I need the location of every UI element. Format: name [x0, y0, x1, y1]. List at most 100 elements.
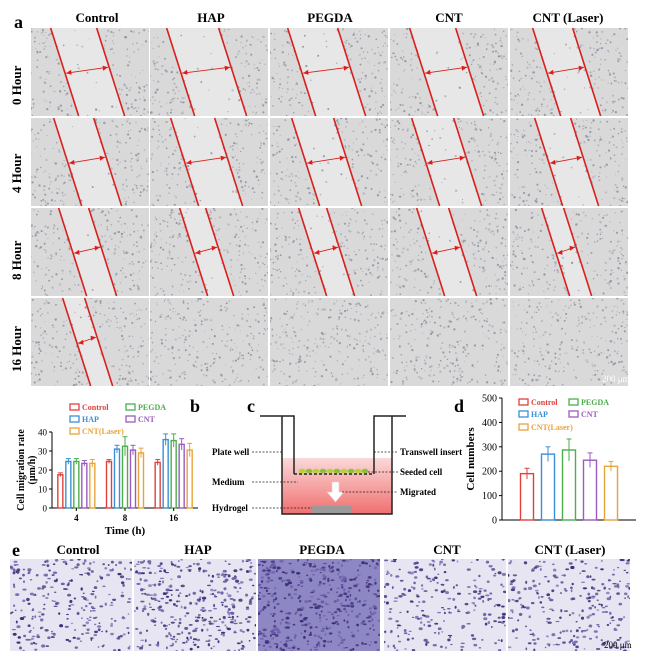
scratch-image-r2-c4: [510, 208, 628, 296]
bar-hap-0: [65, 460, 72, 509]
scratch-image-r1-c1: [150, 118, 268, 206]
y-tick-label: 300: [482, 442, 497, 453]
hydrogel-block: [312, 506, 352, 513]
legend-swatch: [518, 423, 529, 431]
scratch-image-r3-c0: [31, 298, 149, 386]
col-title-cnt-laser: CNT (Laser): [532, 10, 604, 25]
scratch-image-r2-c3: [390, 208, 508, 296]
y-axis-label: Cell numbers: [465, 427, 477, 491]
bottom-title-hap: HAP: [184, 542, 212, 557]
legend-label: CNT(Laser): [531, 423, 573, 432]
legend-swatch: [568, 410, 579, 418]
cell-numbers-chart: 0 100 200 300 400 500 Cell numbers Control HAP PE…: [465, 394, 636, 527]
bar-cnt-0: [81, 462, 88, 509]
bar-cnt-1: [129, 449, 137, 509]
bottom-title-cnt-laser: CNT (Laser): [534, 542, 606, 557]
panel-d-letter: d: [454, 396, 465, 416]
bottom-title-control: Control: [56, 542, 100, 557]
legend-swatch: [518, 398, 529, 406]
label-plate-well: Plate well: [212, 447, 250, 457]
col-title-hap: HAP: [197, 10, 225, 25]
scratch-image-r1-c4: [510, 118, 628, 206]
migration-arrow: [326, 481, 345, 503]
bar-cnt-laser--0: [603, 465, 619, 521]
scratch-image-r2-c0: [31, 208, 149, 296]
plate-well-outline: [281, 416, 393, 515]
bar-pegda-0: [73, 460, 80, 509]
legend-swatch: [69, 415, 80, 423]
row-title-16h: 16 Hour: [9, 326, 24, 372]
label-seeded-cell: Seeded cell: [400, 467, 443, 477]
x-tick-label: 8: [123, 513, 128, 523]
transwell-image-4: [508, 559, 630, 651]
insert-left-wall: [260, 415, 295, 474]
legend-swatch: [518, 410, 529, 418]
y-tick-label: 100: [482, 491, 497, 502]
row-title-0h: 0 Hour: [9, 65, 24, 105]
bar-control-0: [519, 472, 535, 521]
migration-rate-chart: 0 10 20 30 40 4 8 16 Time (h) Cell migration rate…: [16, 403, 198, 536]
bar-hap-2: [162, 438, 169, 509]
scratch-image-r3-c4: [510, 298, 628, 386]
legend-swatch: [568, 398, 579, 406]
legend-label: PEGDA: [581, 398, 609, 407]
bottom-title-cnt: CNT: [433, 542, 461, 557]
y-tick-label: 400: [482, 418, 497, 429]
legend-label: HAP: [531, 410, 548, 419]
y-tick-label: 0: [43, 504, 48, 514]
x-tick-label: 16: [169, 513, 179, 523]
panel-a-letter: a: [14, 12, 23, 32]
bar-cnt-0: [582, 459, 598, 521]
label-transwell-insert: Transwell insert: [400, 447, 463, 457]
seeded-cells: [298, 468, 369, 474]
row-title-4h: 4 Hour: [9, 153, 24, 193]
transwell-image-0: [10, 559, 132, 651]
bar-control-2: [154, 461, 161, 509]
bar-cnt-2: [178, 443, 185, 509]
legend-swatch: [69, 403, 80, 411]
panel-e-letter: e: [12, 540, 20, 560]
legend-label: CNT(Laser): [82, 427, 124, 436]
col-title-control: Control: [75, 10, 119, 25]
scratch-image-r0-c4: [510, 28, 628, 116]
scratch-image-r0-c3: [390, 28, 508, 116]
row-title-8h: 8 Hour: [9, 240, 24, 280]
y-tick-label: 40: [38, 428, 48, 438]
label-hydrogel: Hydrogel: [212, 503, 248, 513]
bar-cnt-laser--1: [137, 452, 145, 509]
scratch-image-r1-c3: [390, 118, 508, 206]
bar-pegda-2: [170, 439, 177, 509]
y-tick-label: 200: [482, 467, 497, 478]
legend-label: Control: [82, 403, 109, 412]
legend-swatch: [125, 403, 136, 411]
bottom-title-pegda: PEGDA: [299, 542, 345, 557]
panel-b-letter-text: b: [190, 396, 201, 416]
bar-control-0: [57, 474, 64, 509]
transwell-image-1: [134, 559, 256, 651]
scratch-image-r0-c0: [31, 28, 149, 116]
bar-hap-1: [113, 448, 121, 509]
legend-label: PEGDA: [138, 403, 166, 412]
scratch-image-r1-c2: [270, 118, 388, 206]
col-title-pegda: PEGDA: [307, 10, 353, 25]
y-tick-label: 10: [38, 485, 48, 495]
legend-label: CNT: [138, 415, 156, 424]
y-tick-label: 20: [38, 466, 48, 476]
legend-swatch: [125, 415, 136, 423]
scratch-image-r1-c0: [31, 118, 149, 206]
insert-right-wall: [373, 415, 406, 474]
transwell-image-3: [384, 559, 506, 651]
scratch-image-r3-c3: [390, 298, 508, 386]
label-medium: Medium: [212, 477, 245, 487]
y-axis-label: Cell migration rate(μm/h): [16, 429, 38, 511]
scratch-image-r2-c2: [270, 208, 388, 296]
scratch-image-r0-c2: [270, 28, 388, 116]
transwell-diagram: [252, 415, 406, 515]
legend-label: HAP: [82, 415, 99, 424]
bar-hap-0: [540, 453, 556, 521]
scratch-image-r0-c1: [150, 28, 268, 116]
bar-control-1: [105, 460, 113, 509]
label-migrated: Migrated: [400, 487, 436, 497]
panel-c-letter: c: [247, 396, 255, 416]
x-tick-label: 4: [74, 513, 79, 523]
